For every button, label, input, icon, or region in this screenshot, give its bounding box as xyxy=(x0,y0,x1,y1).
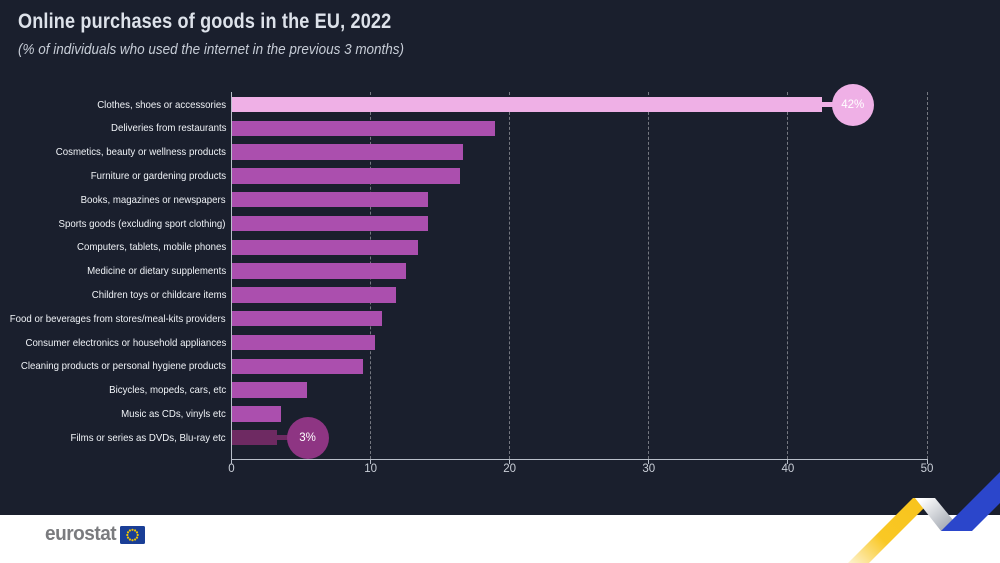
x-gridline xyxy=(926,92,928,459)
x-tick-label: 20 xyxy=(503,463,517,475)
category-label: Clothes, shoes or accessories xyxy=(97,98,226,111)
category-label: Cosmetics, beauty or wellness products xyxy=(55,146,226,159)
category-label: Food or beverages from stores/meal-kits … xyxy=(10,312,226,325)
chart-bar xyxy=(232,191,429,208)
x-tick-label: 40 xyxy=(781,463,795,475)
category-label: Children toys or childcare items xyxy=(91,288,226,301)
category-label: Films or series as DVDs, Blu-ray etc xyxy=(70,431,226,444)
category-label: Furniture or gardening products xyxy=(90,169,226,182)
value-badge: 42% xyxy=(831,83,874,126)
category-label: Computers, tablets, mobile phones xyxy=(76,241,226,254)
chart-subtitle: (% of individuals who used the internet … xyxy=(18,42,405,58)
x-tick-mark xyxy=(370,459,372,464)
x-tick-label: 30 xyxy=(642,463,656,475)
category-label: Books, magazines or newspapers xyxy=(81,193,226,206)
x-gridline xyxy=(787,92,789,459)
chart-bar xyxy=(232,382,308,398)
category-label: Music as CDs, vinyls etc xyxy=(121,407,226,420)
x-tick-label: 50 xyxy=(920,463,934,475)
x-tick-label: 0 xyxy=(228,463,235,475)
category-label: Consumer electronics or household applia… xyxy=(25,336,226,349)
x-tick-mark xyxy=(787,459,789,464)
chart-bar xyxy=(232,334,376,351)
chart-bar xyxy=(232,144,463,160)
ribbon-yellow-band xyxy=(848,498,934,563)
chart-bar xyxy=(232,96,822,113)
chart-bar xyxy=(232,287,397,303)
chart-title: Online purchases of goods in the EU, 202… xyxy=(18,10,392,33)
x-gridline xyxy=(509,92,511,459)
category-label: Bicycles, mopeds, cars, etc xyxy=(108,384,226,397)
eurostat-ribbon-decoration xyxy=(848,472,1000,563)
x-gridline xyxy=(648,92,650,459)
value-badge: 3% xyxy=(286,416,329,459)
footer-strip: eurostat xyxy=(0,515,1000,563)
category-label: Cleaning products or personal hygiene pr… xyxy=(20,360,226,373)
chart-bar xyxy=(232,406,281,422)
y-axis-line xyxy=(231,92,232,464)
x-tick-mark xyxy=(648,459,650,464)
x-tick-mark xyxy=(926,459,928,464)
x-axis-line xyxy=(231,459,928,460)
eurostat-logo: eurostat xyxy=(45,523,145,546)
chart-bar xyxy=(232,239,419,256)
category-label: Medicine or dietary supplements xyxy=(86,265,226,278)
chart-bar xyxy=(232,168,461,184)
chart-bar xyxy=(232,215,429,232)
chart-bar xyxy=(232,263,406,279)
ribbon-blue-band xyxy=(941,472,1000,531)
chart-bar xyxy=(232,310,383,327)
eu-flag-icon xyxy=(119,525,145,544)
chart-bar xyxy=(232,429,277,446)
chart-bar xyxy=(232,120,495,137)
x-tick-mark xyxy=(509,459,511,464)
category-label: Sports goods (excluding sport clothing) xyxy=(59,217,226,230)
chart-bar xyxy=(232,358,363,375)
category-label: Deliveries from restaurants xyxy=(110,122,226,135)
x-tick-label: 10 xyxy=(364,463,377,475)
eurostat-logo-text: eurostat xyxy=(45,523,117,545)
